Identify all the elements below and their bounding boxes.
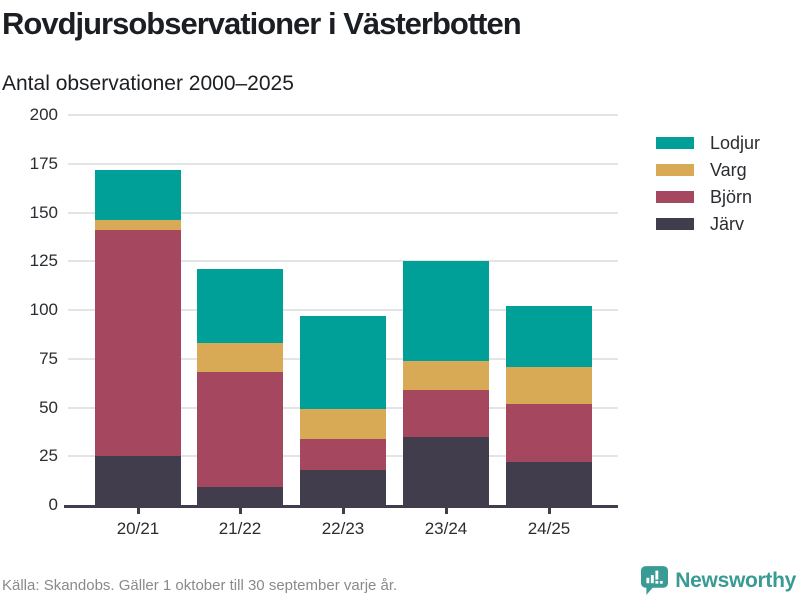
chart-subtitle: Antal observationer 2000–2025 xyxy=(2,72,294,95)
x-tick-23-24 xyxy=(444,508,448,514)
legend-label-jarv: Järv xyxy=(710,213,745,234)
newsworthy-logo-icon xyxy=(641,566,669,595)
y-axis-label-125: 125 xyxy=(29,251,58,271)
legend-item-bjorn: Björn xyxy=(656,186,760,207)
bar-segment-lodjur-22-23 xyxy=(300,315,386,410)
gridline-125 xyxy=(68,260,618,263)
bar-segment-varg-20-21 xyxy=(95,220,181,231)
newsworthy-wordmark: Newsworthy xyxy=(675,568,796,592)
y-axis-label-75: 75 xyxy=(39,348,58,368)
bar-segment-lodjur-21-22 xyxy=(197,269,283,344)
y-axis-label-50: 50 xyxy=(39,397,58,417)
gridline-150 xyxy=(68,211,618,214)
bar-segment-varg-24-25 xyxy=(506,366,592,404)
bar-segment-varg-23-24 xyxy=(403,360,489,390)
x-axis-label-21-22: 21/22 xyxy=(218,519,262,538)
gridline-100 xyxy=(68,309,618,311)
legend-swatch-varg xyxy=(656,164,694,176)
legend-swatch-lodjur xyxy=(656,137,694,149)
y-axis-label-100: 100 xyxy=(29,300,58,319)
legend-swatch-jarv xyxy=(656,218,694,230)
y-axis-label-150: 150 xyxy=(29,202,58,222)
x-axis-label-20-21: 20/21 xyxy=(116,519,160,538)
bar-segment-järv-22-23 xyxy=(300,469,386,505)
x-tick-24-25 xyxy=(547,508,551,514)
bar-segment-lodjur-20-21 xyxy=(95,169,181,221)
page-title: Rovdjursobservationer i Västerbotten xyxy=(2,6,522,41)
y-axis-label-0: 0 xyxy=(48,495,58,514)
bar-segment-järv-20-21 xyxy=(95,456,181,505)
gridline-175 xyxy=(68,162,618,165)
x-axis-label-22-23: 22/23 xyxy=(321,519,365,538)
bar-segment-björn-23-24 xyxy=(403,389,489,437)
newsworthy-brand: Newsworthy xyxy=(641,566,796,595)
x-axis-line xyxy=(64,505,618,508)
bar-segment-björn-20-21 xyxy=(95,230,181,457)
y-axis-label-175: 175 xyxy=(29,153,58,173)
legend-label-bjorn: Björn xyxy=(710,186,753,207)
legend-item-jarv: Järv xyxy=(656,213,760,234)
bar-segment-järv-24-25 xyxy=(506,462,592,505)
bar-segment-björn-24-25 xyxy=(506,403,592,463)
y-axis-label-200: 200 xyxy=(29,105,58,124)
bar-segment-lodjur-24-25 xyxy=(506,306,592,367)
bar-segment-lodjur-23-24 xyxy=(403,261,489,361)
bar-segment-varg-21-22 xyxy=(197,343,283,373)
x-tick-21-22 xyxy=(238,508,242,514)
bar-segment-varg-22-23 xyxy=(300,409,386,439)
bar-segment-järv-21-22 xyxy=(197,487,283,505)
bar-segment-järv-23-24 xyxy=(403,436,489,505)
legend-item-lodjur: Lodjur xyxy=(656,132,761,153)
legend-label-lodjur: Lodjur xyxy=(710,132,761,153)
bar-segment-björn-22-23 xyxy=(300,438,386,470)
legend-swatch-bjorn xyxy=(656,191,694,203)
chart-legend: Lodjur Varg Björn Järv xyxy=(656,132,761,234)
legend-item-varg: Varg xyxy=(656,159,760,180)
legend-label-varg: Varg xyxy=(710,159,747,180)
source-note: Källa: Skandobs. Gäller 1 oktober till 3… xyxy=(2,577,398,594)
x-axis-label-23-24: 23/24 xyxy=(424,519,468,538)
x-tick-20-21 xyxy=(136,508,140,514)
x-axis-label-24-25: 24/25 xyxy=(527,519,571,538)
x-tick-22-23 xyxy=(341,508,345,514)
gridline-200 xyxy=(68,114,618,116)
bar-segment-björn-21-22 xyxy=(197,372,283,488)
y-axis-label-25: 25 xyxy=(39,446,58,466)
